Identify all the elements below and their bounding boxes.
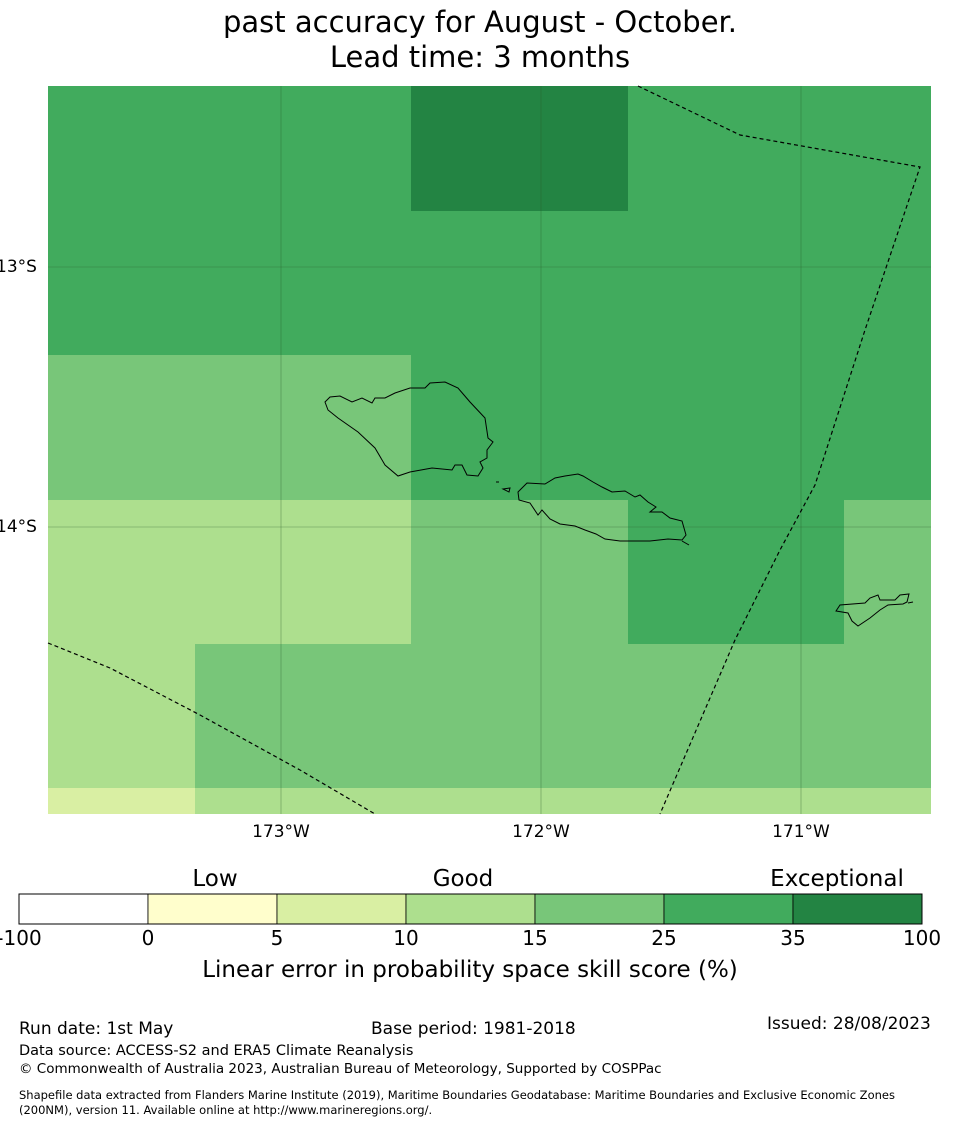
- lat-label-13s: 13°S: [0, 257, 37, 277]
- copyright: © Commonwealth of Australia 2023, Austra…: [19, 1061, 662, 1077]
- aunuu-islet: [907, 601, 914, 604]
- colorbar-tick: 10: [393, 926, 419, 950]
- colorbar-tick: 15: [522, 926, 548, 950]
- skill-cell: [628, 500, 844, 644]
- colorbar-category-good: Good: [432, 866, 494, 892]
- colorbar-segment: [405, 893, 536, 925]
- colorbar-category-low: Low: [192, 866, 238, 892]
- shapefile-credit-line1: Shapefile data extracted from Flanders M…: [19, 1088, 895, 1102]
- colorbar-title: Linear error in probability space skill …: [202, 957, 738, 983]
- upolu-tip: [681, 540, 690, 546]
- eez-boundaries: [47, 85, 921, 815]
- map-title-line1: past accuracy for August - October.: [222, 5, 738, 39]
- skill-cell: [48, 644, 195, 788]
- upolu-island: [517, 473, 687, 542]
- colorbar-segment: [18, 893, 149, 925]
- gridlines: [48, 86, 931, 814]
- colorbar-segment: [663, 893, 794, 925]
- skill-cell: [48, 788, 195, 814]
- colorbar-category-exceptional: Exceptional: [770, 866, 904, 892]
- lon-label-172w: 172°W: [512, 822, 570, 842]
- shapefile-credit-line2: (200NM), version 11. Available online at…: [19, 1103, 433, 1117]
- colorbar-segment: [276, 893, 407, 925]
- tutuila-island: [835, 593, 910, 627]
- colorbar-tick: 25: [651, 926, 677, 950]
- colorbar-tick: 0: [141, 926, 155, 950]
- data-source: Data source: ACCESS-S2 and ERA5 Climate …: [19, 1043, 414, 1059]
- skill-cell: [195, 644, 931, 788]
- skill-cell: [411, 500, 628, 644]
- coastlines: [324, 381, 914, 627]
- skill-cell: [48, 355, 411, 500]
- issued-date: Issued: 28/08/2023: [767, 1014, 931, 1034]
- map-title-line2: Lead time: 3 months: [329, 40, 631, 74]
- colorbar-segment: [792, 893, 923, 925]
- savaii-island: [324, 381, 494, 477]
- colorbar-segment: [147, 893, 278, 925]
- skill-cell: [411, 86, 628, 211]
- skill-cell: [48, 500, 411, 644]
- manono-islet: [501, 487, 511, 493]
- skill-cell: [844, 500, 931, 644]
- colorbar-segment: [534, 893, 665, 925]
- base-period: Base period: 1981-2018: [371, 1019, 576, 1039]
- colorbar-tick: 35: [780, 926, 806, 950]
- lon-label-173w: 173°W: [252, 822, 310, 842]
- skill-cell: [195, 788, 931, 814]
- colorbar-tick: 100: [902, 926, 942, 950]
- colorbar-tick: 5: [270, 926, 284, 950]
- skill-cell: [411, 355, 931, 500]
- skill-grid: [48, 86, 931, 814]
- lon-label-171w: 171°W: [772, 822, 830, 842]
- colorbar-tick: -100: [0, 926, 42, 950]
- run-date: Run date: 1st May: [19, 1019, 174, 1039]
- lat-label-14s: 14°S: [0, 517, 37, 537]
